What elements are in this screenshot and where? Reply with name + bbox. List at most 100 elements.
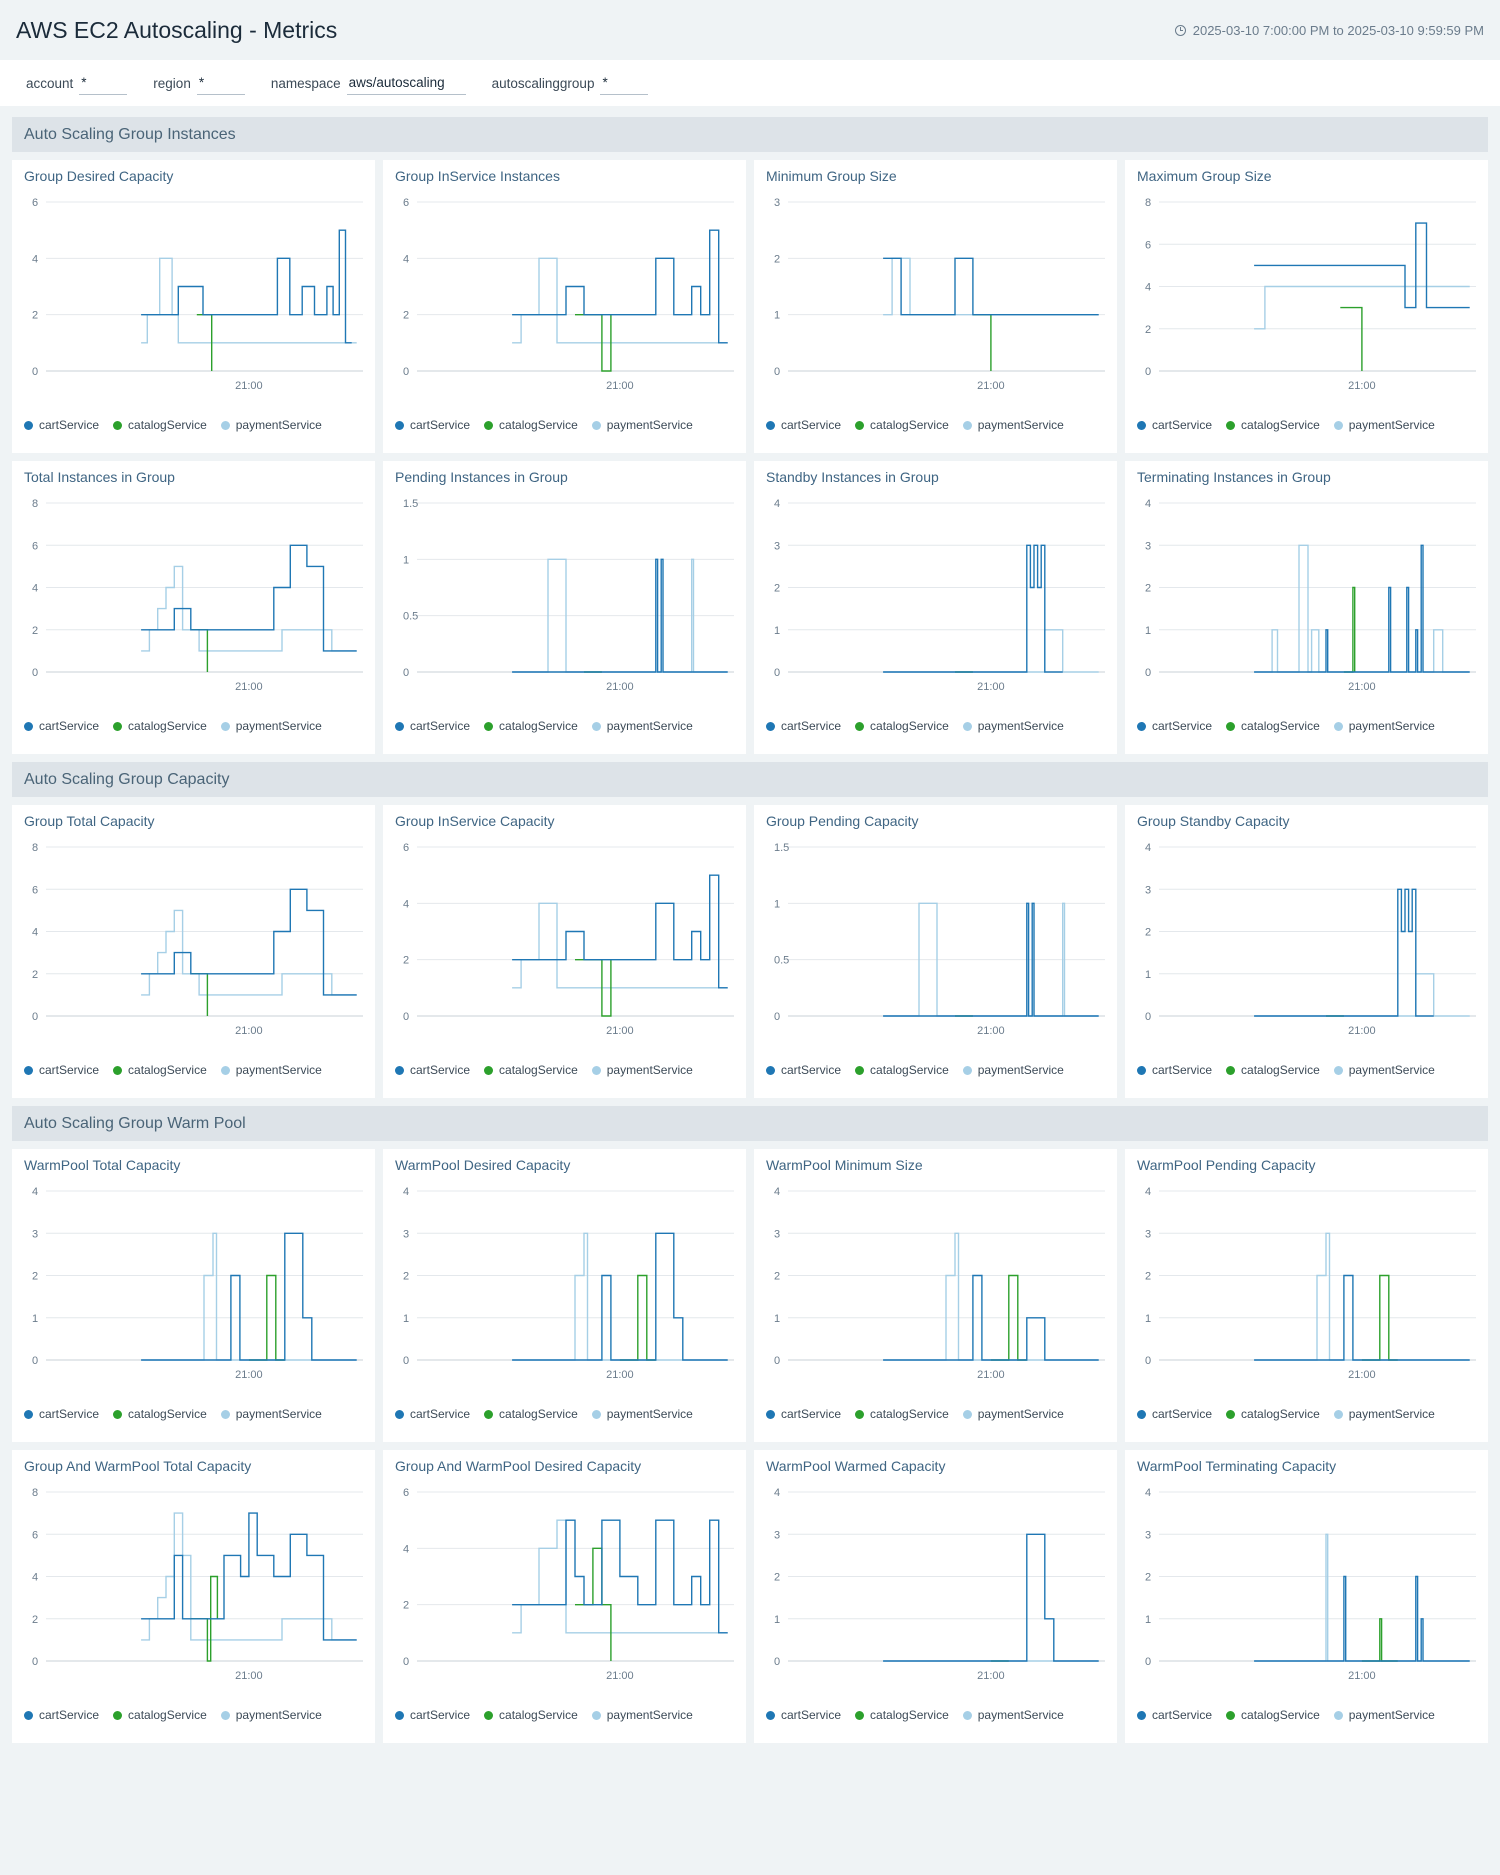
legend-item[interactable]: paymentService <box>962 1407 1064 1421</box>
legend-item[interactable]: catalogService <box>113 1708 207 1722</box>
series-line-paymentService[interactable] <box>1254 285 1470 330</box>
line-chart[interactable]: 0 1 2 3 4 21:00 <box>754 1177 1117 1392</box>
legend-item[interactable]: paymentService <box>220 418 322 432</box>
legend-item[interactable]: paymentService <box>962 719 1064 733</box>
chart-panel[interactable]: WarmPool Terminating Capacity 0 1 2 3 4 21:00 c… <box>1125 1450 1488 1743</box>
series-line-cartService[interactable] <box>883 544 1063 673</box>
chart-panel[interactable]: Group Desired Capacity 0 2 4 6 21:00 cartServi… <box>12 160 375 453</box>
legend-item[interactable]: cartService <box>766 1407 841 1421</box>
legend-item[interactable]: cartService <box>395 719 470 733</box>
account-filter-input[interactable] <box>79 71 128 95</box>
line-chart[interactable]: 0 2 4 6 8 21:00 <box>1125 188 1488 403</box>
time-range-picker[interactable]: 2025-03-10 7:00:00 PM to 2025-03-10 9:59… <box>1174 23 1484 38</box>
legend-item[interactable]: paymentService <box>220 1407 322 1421</box>
chart-panel[interactable]: Group Total Capacity 0 2 4 6 8 21:00 cartServic… <box>12 805 375 1098</box>
legend-item[interactable]: catalogService <box>484 1407 578 1421</box>
series-line-paymentService[interactable] <box>141 257 357 344</box>
chart-panel[interactable]: Total Instances in Group 0 2 4 6 8 21:00 cartSe… <box>12 461 375 754</box>
chart-panel[interactable]: Group InService Instances 0 2 4 6 21:00 cartSe… <box>383 160 746 453</box>
series-line-cartService[interactable] <box>1254 544 1470 673</box>
chart-panel[interactable]: Group Standby Capacity 0 1 2 3 4 21:00 cartServ… <box>1125 805 1488 1098</box>
series-line-cartService[interactable] <box>141 888 357 996</box>
line-chart[interactable]: 0 2 4 6 21:00 <box>383 833 746 1048</box>
chart-panel[interactable]: Pending Instances in Group 0 0.5 1 1.5 21:00 c… <box>383 461 746 754</box>
series-line-paymentService[interactable] <box>141 565 357 652</box>
legend-item[interactable]: cartService <box>395 1063 470 1077</box>
series-line-paymentService[interactable] <box>512 902 728 989</box>
legend-item[interactable]: paymentService <box>220 719 322 733</box>
series-line-cartService[interactable] <box>141 544 357 652</box>
line-chart[interactable]: 0 1 2 3 4 21:00 <box>754 1478 1117 1693</box>
legend-item[interactable]: paymentService <box>962 1063 1064 1077</box>
chart-panel[interactable]: Group InService Capacity 0 2 4 6 21:00 cartSer… <box>383 805 746 1098</box>
legend-item[interactable]: paymentService <box>591 1063 693 1077</box>
line-chart[interactable]: 0 2 4 6 21:00 <box>383 188 746 403</box>
line-chart[interactable]: 0 2 4 6 8 21:00 <box>12 489 375 704</box>
chart-panel[interactable]: Group Pending Capacity 0 0.5 1 1.5 21:00 cartS… <box>754 805 1117 1098</box>
series-line-cartService[interactable] <box>883 1533 1099 1662</box>
legend-item[interactable]: catalogService <box>113 418 207 432</box>
line-chart[interactable]: 0 2 4 6 8 21:00 <box>12 1478 375 1693</box>
legend-item[interactable]: paymentService <box>1333 1407 1435 1421</box>
series-line-cartService[interactable] <box>883 257 1099 316</box>
series-line-cartService[interactable] <box>141 229 352 344</box>
legend-item[interactable]: paymentService <box>1333 719 1435 733</box>
legend-item[interactable]: cartService <box>1137 1708 1212 1722</box>
line-chart[interactable]: 0 1 2 3 4 21:00 <box>1125 833 1488 1048</box>
legend-item[interactable]: cartService <box>1137 1063 1212 1077</box>
line-chart[interactable]: 0 1 2 3 4 21:00 <box>12 1177 375 1392</box>
legend-item[interactable]: cartService <box>766 719 841 733</box>
chart-panel[interactable]: WarmPool Total Capacity 0 1 2 3 4 21:00 cartSer… <box>12 1149 375 1442</box>
legend-item[interactable]: paymentService <box>1333 418 1435 432</box>
line-chart[interactable]: 0 1 2 3 4 21:00 <box>754 489 1117 704</box>
legend-item[interactable]: catalogService <box>855 418 949 432</box>
series-line-paymentService[interactable] <box>883 629 1099 673</box>
series-line-cartService[interactable] <box>1254 1274 1470 1361</box>
legend-item[interactable]: paymentService <box>220 1063 322 1077</box>
line-chart[interactable]: 0 2 4 6 21:00 <box>383 1478 746 1693</box>
series-line-paymentService[interactable] <box>1254 1232 1470 1361</box>
series-line-paymentService[interactable] <box>883 257 1099 316</box>
legend-item[interactable]: catalogService <box>1226 418 1320 432</box>
legend-item[interactable]: cartService <box>1137 719 1212 733</box>
section-header[interactable]: Auto Scaling Group Capacity <box>12 762 1488 797</box>
legend-item[interactable]: paymentService <box>1333 1063 1435 1077</box>
legend-item[interactable]: cartService <box>766 418 841 432</box>
legend-item[interactable]: catalogService <box>1226 1407 1320 1421</box>
series-line-catalogService[interactable] <box>1361 1618 1398 1662</box>
legend-item[interactable]: cartService <box>24 1407 99 1421</box>
chart-panel[interactable]: WarmPool Desired Capacity 0 1 2 3 4 21:00 cartS… <box>383 1149 746 1442</box>
line-chart[interactable]: 0 2 4 6 8 21:00 <box>12 833 375 1048</box>
legend-item[interactable]: catalogService <box>1226 719 1320 733</box>
series-line-cartService[interactable] <box>512 1232 728 1361</box>
legend-item[interactable]: cartService <box>1137 418 1212 432</box>
section-header[interactable]: Auto Scaling Group Warm Pool <box>12 1106 1488 1141</box>
region-filter-input[interactable] <box>196 71 245 95</box>
series-line-cartService[interactable] <box>883 1274 1099 1361</box>
legend-item[interactable]: catalogService <box>113 1407 207 1421</box>
chart-panel[interactable]: Group And WarmPool Total Capacity 0 2 4 6 8 21… <box>12 1450 375 1743</box>
legend-item[interactable]: cartService <box>395 418 470 432</box>
series-line-cartService[interactable] <box>512 1519 728 1634</box>
line-chart[interactable]: 0 1 2 3 4 21:00 <box>1125 1478 1488 1693</box>
line-chart[interactable]: 0 2 4 6 21:00 <box>12 188 375 403</box>
legend-item[interactable]: paymentService <box>962 418 1064 432</box>
namespace-filter-input[interactable] <box>346 71 466 95</box>
chart-panel[interactable]: WarmPool Minimum Size 0 1 2 3 4 21:00 cartServi… <box>754 1149 1117 1442</box>
legend-item[interactable]: catalogService <box>113 1063 207 1077</box>
legend-item[interactable]: catalogService <box>484 719 578 733</box>
legend-item[interactable]: cartService <box>24 1063 99 1077</box>
series-line-paymentService[interactable] <box>883 1232 1099 1361</box>
chart-panel[interactable]: Terminating Instances in Group 0 1 2 3 4 21:00… <box>1125 461 1488 754</box>
legend-item[interactable]: cartService <box>766 1063 841 1077</box>
legend-item[interactable]: cartService <box>24 719 99 733</box>
line-chart[interactable]: 0 1 2 3 4 21:00 <box>1125 1177 1488 1392</box>
autoscalinggroup-filter-input[interactable] <box>600 71 649 95</box>
legend-item[interactable]: catalogService <box>484 1708 578 1722</box>
chart-panel[interactable]: Minimum Group Size 0 1 2 3 21:00 cartService ca… <box>754 160 1117 453</box>
legend-item[interactable]: catalogService <box>855 1063 949 1077</box>
series-line-cartService[interactable] <box>1254 222 1470 309</box>
line-chart[interactable]: 0 0.5 1 1.5 21:00 <box>754 833 1117 1048</box>
legend-item[interactable]: paymentService <box>962 1708 1064 1722</box>
line-chart[interactable]: 0 1 2 3 4 21:00 <box>1125 489 1488 704</box>
